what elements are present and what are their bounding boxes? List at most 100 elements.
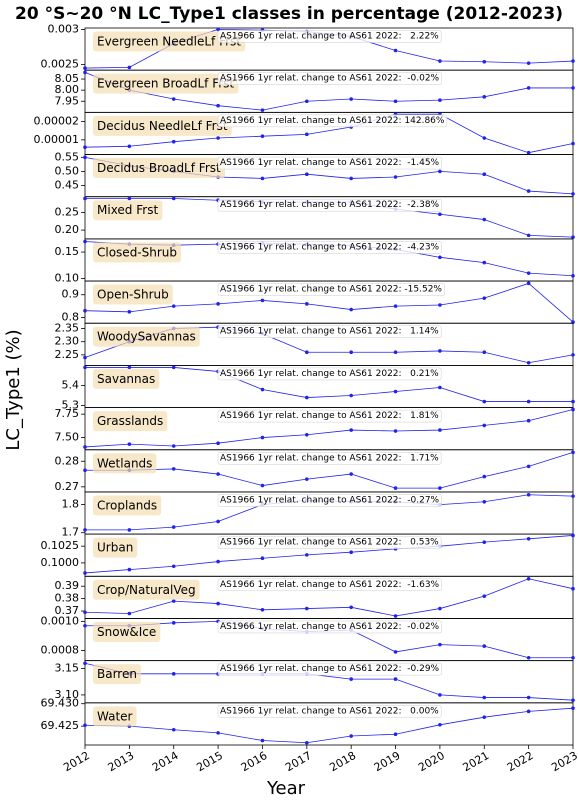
data-point (482, 95, 487, 99)
data-point (482, 474, 487, 479)
data-point (171, 444, 176, 448)
data-point (305, 302, 309, 306)
data-point (216, 519, 220, 524)
panel-label-box (93, 453, 157, 474)
y-tick-label: 7.75 (55, 407, 80, 420)
data-point (393, 650, 398, 654)
y-tick-label: 0.00002 (34, 115, 80, 128)
data-point (482, 260, 487, 265)
data-point (482, 715, 487, 719)
data-point (305, 477, 309, 481)
annotation-box (217, 198, 442, 212)
data-point (482, 594, 487, 598)
x-tick-label: 2015 (194, 749, 225, 774)
data-point (83, 355, 87, 360)
y-tick-label: 8.00 (55, 83, 80, 96)
data-point (571, 533, 575, 538)
annotation: AS1966 1yr relat. change to AS61 2022: 2… (220, 32, 439, 42)
data-point (393, 99, 398, 104)
annotation-box (217, 325, 442, 338)
y-tick-label: 69.430 (41, 697, 80, 710)
data-point (127, 144, 132, 149)
data-point (571, 698, 575, 702)
data-point (305, 172, 309, 177)
data-point (571, 141, 575, 146)
data-point (260, 108, 265, 112)
x-tick-label: 2016 (239, 749, 270, 774)
panel-label-box (93, 579, 200, 600)
data-point (171, 196, 176, 201)
x-tick-label: 2020 (416, 749, 447, 774)
x-tick-label: 2023 (549, 749, 578, 774)
data-point (260, 176, 265, 181)
y-tick-label: 8.05 (55, 72, 80, 85)
panel-label: Barren (97, 667, 137, 681)
y-tick-label: 3.10 (55, 688, 80, 701)
data-point (127, 65, 132, 70)
data-point (438, 486, 442, 490)
data-point (83, 723, 87, 728)
data-point (438, 428, 442, 432)
data-point (171, 564, 176, 569)
series-line (84, 578, 574, 617)
data-point (305, 99, 309, 104)
data-point (171, 525, 176, 529)
data-point (438, 606, 442, 611)
data-point (349, 176, 353, 181)
y-tick-label: 2.30 (55, 335, 80, 348)
data-point (83, 239, 87, 244)
data-point (482, 399, 487, 404)
data-point (171, 599, 176, 603)
y-tick-label: 0.1000 (41, 556, 80, 569)
data-point (438, 723, 442, 727)
data-point (482, 296, 487, 300)
y-tick-label: 5.4 (62, 378, 80, 391)
data-point (83, 365, 87, 370)
data-point (482, 423, 487, 428)
data-point (393, 350, 398, 355)
data-point (171, 139, 176, 144)
data-point (571, 655, 575, 660)
data-point (171, 467, 176, 471)
y-tick-label: 0.20 (55, 223, 80, 236)
annotation-box (217, 662, 442, 676)
data-point (393, 614, 398, 618)
annotation: AS1966 1yr relat. change to AS61 2022: -… (220, 158, 440, 168)
data-point (127, 365, 132, 370)
data-point (349, 97, 353, 101)
y-tick-label: 7.50 (55, 431, 80, 444)
series-line (84, 662, 574, 701)
data-point (83, 70, 87, 75)
data-point (482, 59, 487, 64)
panel-label-box (93, 495, 162, 516)
data-point (349, 734, 353, 738)
data-point (83, 445, 87, 449)
panel-label-box (93, 200, 163, 221)
data-point (571, 192, 575, 196)
panel-label: Wetlands (97, 456, 152, 470)
annotation-box (217, 241, 442, 254)
data-point (526, 360, 531, 365)
data-point (393, 175, 398, 179)
panel-label: Urban (97, 541, 133, 555)
y-tick-label: 1.8 (62, 498, 80, 511)
data-point (526, 281, 531, 286)
data-point (83, 145, 87, 149)
data-point (83, 308, 87, 313)
panel-label-box (93, 31, 246, 52)
series-line (84, 282, 574, 323)
data-point (349, 350, 353, 355)
y-tick-label: 2.25 (55, 348, 80, 361)
data-point (482, 217, 487, 222)
panel-label-box (93, 537, 138, 558)
data-point (438, 642, 442, 647)
data-point (438, 212, 442, 217)
annotation-box (217, 114, 448, 128)
annotation: AS1966 1yr relat. change to AS61 2022: 1… (220, 327, 439, 337)
data-point (216, 472, 220, 476)
series-line (84, 113, 574, 154)
annotation-box (217, 620, 442, 634)
y-tick-label: 69.425 (41, 719, 80, 732)
data-point (438, 98, 442, 102)
panel-label-box (93, 326, 200, 347)
